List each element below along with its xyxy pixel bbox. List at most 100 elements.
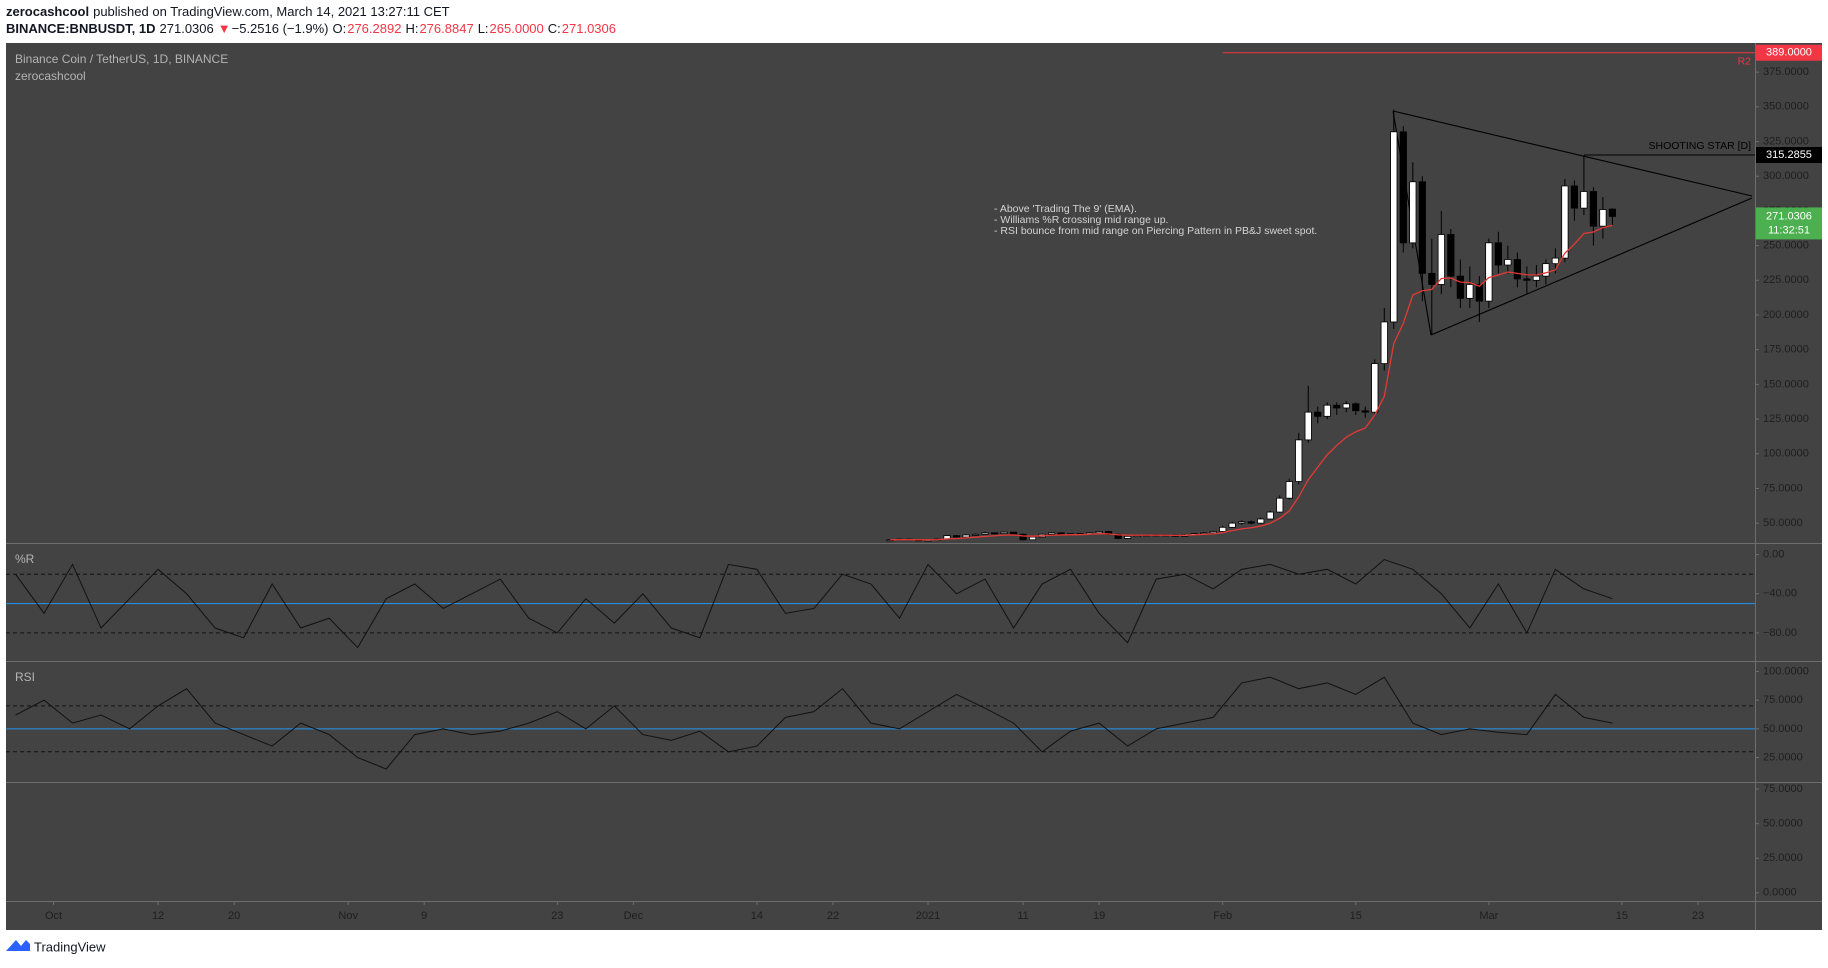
x-tick-label: 2021	[916, 910, 940, 922]
level-name: R2	[1738, 55, 1752, 67]
y-tick-label: 100.0000	[1763, 665, 1809, 677]
pane	[6, 558, 1755, 649]
candle-body	[1580, 191, 1588, 209]
low-label: L:	[477, 21, 489, 36]
candle-body	[1513, 259, 1521, 280]
candle-body	[1342, 403, 1350, 409]
candle-body	[1361, 410, 1369, 413]
candle-body	[1295, 439, 1303, 482]
candle-body	[1276, 497, 1284, 513]
y-tick-label: −40.00	[1763, 588, 1797, 600]
close: 271.0306	[561, 21, 616, 36]
header-line: zerocashcool published on TradingView.com…	[6, 3, 620, 20]
candle-body	[1371, 363, 1379, 413]
y-tick-label: 350.0000	[1763, 101, 1809, 113]
candle-body	[1028, 536, 1037, 541]
candle-body	[1523, 278, 1531, 281]
annotation: - Above 'Trading The 9' (EMA).	[994, 203, 1137, 215]
y-tick-label: 325.0000	[1763, 135, 1809, 147]
y-tick-label: 200.0000	[1763, 309, 1809, 321]
chart-subtitle: zerocashcool	[15, 69, 86, 83]
candle-body	[1608, 208, 1617, 217]
candle-body	[1009, 531, 1018, 535]
candle-body	[1599, 209, 1607, 227]
candle-body	[1570, 185, 1578, 209]
brand: TradingView	[34, 939, 106, 954]
candle-body	[990, 532, 999, 535]
candle-body	[1266, 511, 1274, 520]
candle-body	[971, 533, 980, 536]
level-price-box	[1756, 44, 1822, 61]
y-tick-label: 250.0000	[1763, 240, 1809, 252]
arrow: ▼	[217, 21, 231, 36]
x-tick-label: 14	[751, 910, 763, 922]
x-tick-label: Nov	[338, 910, 358, 922]
candle-body	[981, 532, 989, 535]
candle-body	[1456, 275, 1464, 299]
close-label: C:	[547, 21, 561, 36]
pane	[6, 676, 1755, 770]
last-price-label: 271.0306	[1766, 210, 1812, 222]
candle-body	[1304, 411, 1312, 441]
candle-body	[1428, 272, 1436, 285]
candle-body	[1551, 257, 1559, 265]
pane-borders	[6, 43, 1822, 930]
candle-body	[1285, 481, 1293, 499]
y-tick-label: 0.00	[1763, 549, 1784, 561]
footer: TradingView	[6, 939, 106, 954]
candle-body	[1466, 284, 1474, 299]
last: 271.0306	[159, 21, 214, 36]
indicator-line	[15, 558, 1613, 649]
candle-body	[1447, 234, 1455, 277]
candle-body	[1561, 185, 1569, 259]
x-tick-label: 19	[1093, 910, 1105, 922]
y-tick-label: 175.0000	[1763, 344, 1809, 356]
level-price-box	[1756, 147, 1822, 164]
candle-body	[1485, 242, 1493, 302]
x-tick-label: 9	[421, 910, 427, 922]
symbol: BINANCE:BNBUSDT, 1D	[6, 21, 156, 36]
candle-body	[1247, 521, 1255, 524]
y-tick-label: 25.0000	[1763, 751, 1803, 763]
candle-body	[1352, 403, 1360, 412]
candle-body	[962, 534, 970, 538]
y-tick-label: 25.0000	[1763, 852, 1803, 864]
y-tick-label: −80.00	[1763, 627, 1797, 639]
y-tick-label: 225.0000	[1763, 274, 1809, 286]
y-tick-label: 75.0000	[1763, 694, 1803, 706]
candle-body	[1532, 275, 1540, 281]
candle-body	[952, 535, 961, 538]
x-tick-label: 23	[551, 910, 563, 922]
candle-body	[1437, 234, 1445, 285]
countdown: 11:32:51	[1768, 224, 1810, 236]
logo	[6, 940, 30, 951]
candle-body	[1047, 532, 1056, 535]
x-tick-label: Oct	[45, 910, 62, 922]
y-tick-label: 300.0000	[1763, 170, 1809, 182]
y-tick-label: 150.0000	[1763, 378, 1809, 390]
ema-line	[890, 224, 1613, 541]
y-tick-label: 125.0000	[1763, 413, 1809, 425]
x-tick-label: 22	[827, 910, 839, 922]
header-line: BINANCE:BNBUSDT, 1D 271.0306 ▼−5.2516 (−1.…	[6, 20, 620, 37]
y-tick-label: 75.0000	[1763, 482, 1803, 494]
y-tick-label: 75.0000	[1763, 783, 1803, 795]
x-tick-label: 15	[1616, 910, 1628, 922]
level-name: SHOOTING STAR [D]	[1649, 140, 1752, 152]
candle-body	[1019, 533, 1027, 541]
x-tick-label: 15	[1350, 910, 1362, 922]
candle-body	[1380, 321, 1388, 364]
candle-body	[1333, 404, 1341, 409]
published: published on TradingView.com, March 14, …	[93, 4, 450, 19]
x-tick-label: 20	[228, 910, 240, 922]
indicator-line	[15, 676, 1613, 770]
candle-body	[1589, 191, 1598, 227]
y-tick-label: 50.0000	[1763, 723, 1803, 735]
open-label: O:	[332, 21, 347, 36]
candle-body	[1314, 411, 1322, 417]
open: 276.2892	[347, 21, 402, 36]
annotation: - Williams %R crossing mid range up.	[994, 214, 1168, 226]
candle-body	[1238, 521, 1246, 524]
high-label: H:	[405, 21, 419, 36]
candle-body	[1409, 181, 1417, 244]
